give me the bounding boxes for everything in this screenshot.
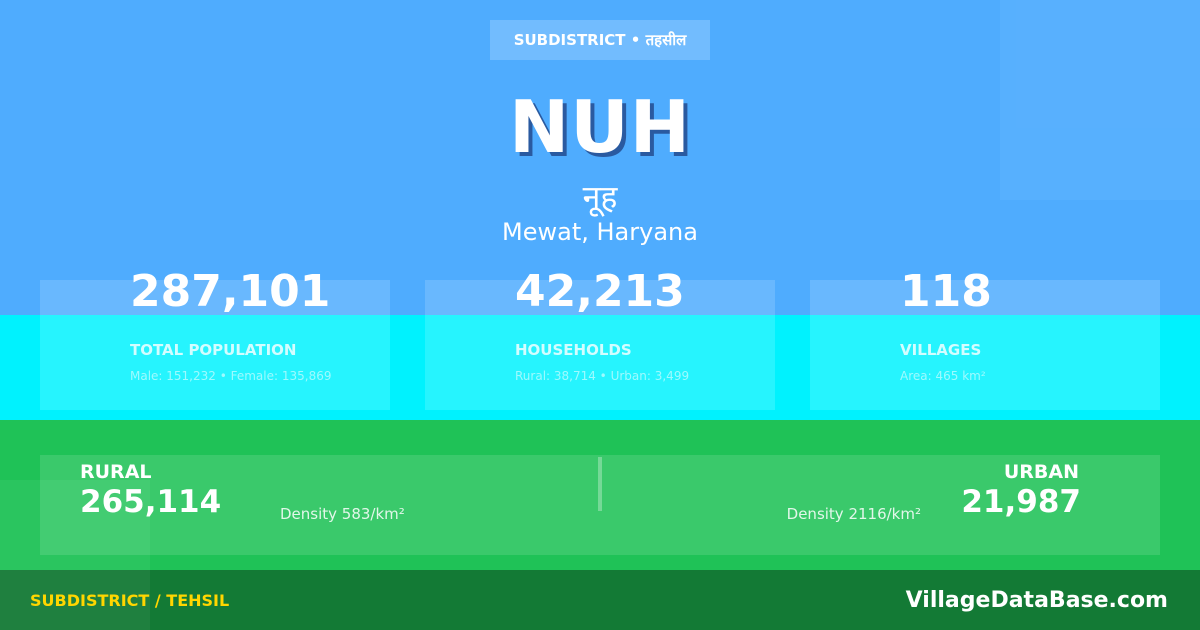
stat-detail: Male: 151,232 • Female: 135,869 [130, 369, 332, 383]
stat-value: 118 [900, 266, 992, 317]
rural-urban-panel [40, 455, 1160, 555]
stat-card-population: 287,101 TOTAL POPULATION Male: 151,232 •… [40, 266, 390, 410]
stat-card-households: 42,213 HOUSEHOLDS Rural: 38,714 • Urban:… [425, 266, 775, 410]
urban-value: 21,987 [961, 484, 1081, 520]
stat-label: VILLAGES [900, 341, 982, 359]
stat-detail: Area: 465 km² [900, 369, 986, 383]
page-title: NUH [509, 85, 691, 169]
stat-value: 42,213 [515, 266, 685, 317]
decor-square [1000, 0, 1200, 200]
rural-value: 265,114 [80, 484, 222, 520]
stat-label: HOUSEHOLDS [515, 341, 632, 359]
divider [598, 457, 602, 511]
location: Mewat, Haryana [502, 218, 698, 246]
title-hindi: नूह [582, 178, 618, 216]
rural-density: Density 583/km² [280, 505, 405, 523]
stat-value: 287,101 [130, 266, 331, 317]
stat-card-villages: 118 VILLAGES Area: 465 km² [810, 266, 1160, 410]
footer-band [0, 570, 1200, 630]
header-band [0, 0, 1200, 315]
urban-label: URBAN [1003, 461, 1079, 483]
urban-density: Density 2116/km² [786, 505, 921, 523]
decor-square [0, 480, 150, 630]
stat-label: TOTAL POPULATION [130, 341, 297, 359]
footer-category: SUBDISTRICT / TEHSIL [30, 590, 230, 610]
stats-band [0, 315, 1200, 420]
stat-detail: Rural: 38,714 • Urban: 3,499 [515, 369, 690, 383]
rural-label: RURAL [80, 461, 152, 483]
split-band [0, 420, 1200, 570]
site-link[interactable]: VillageDataBase.com [905, 587, 1168, 613]
type-badge: SUBDISTRICT • तहसील [490, 20, 710, 60]
